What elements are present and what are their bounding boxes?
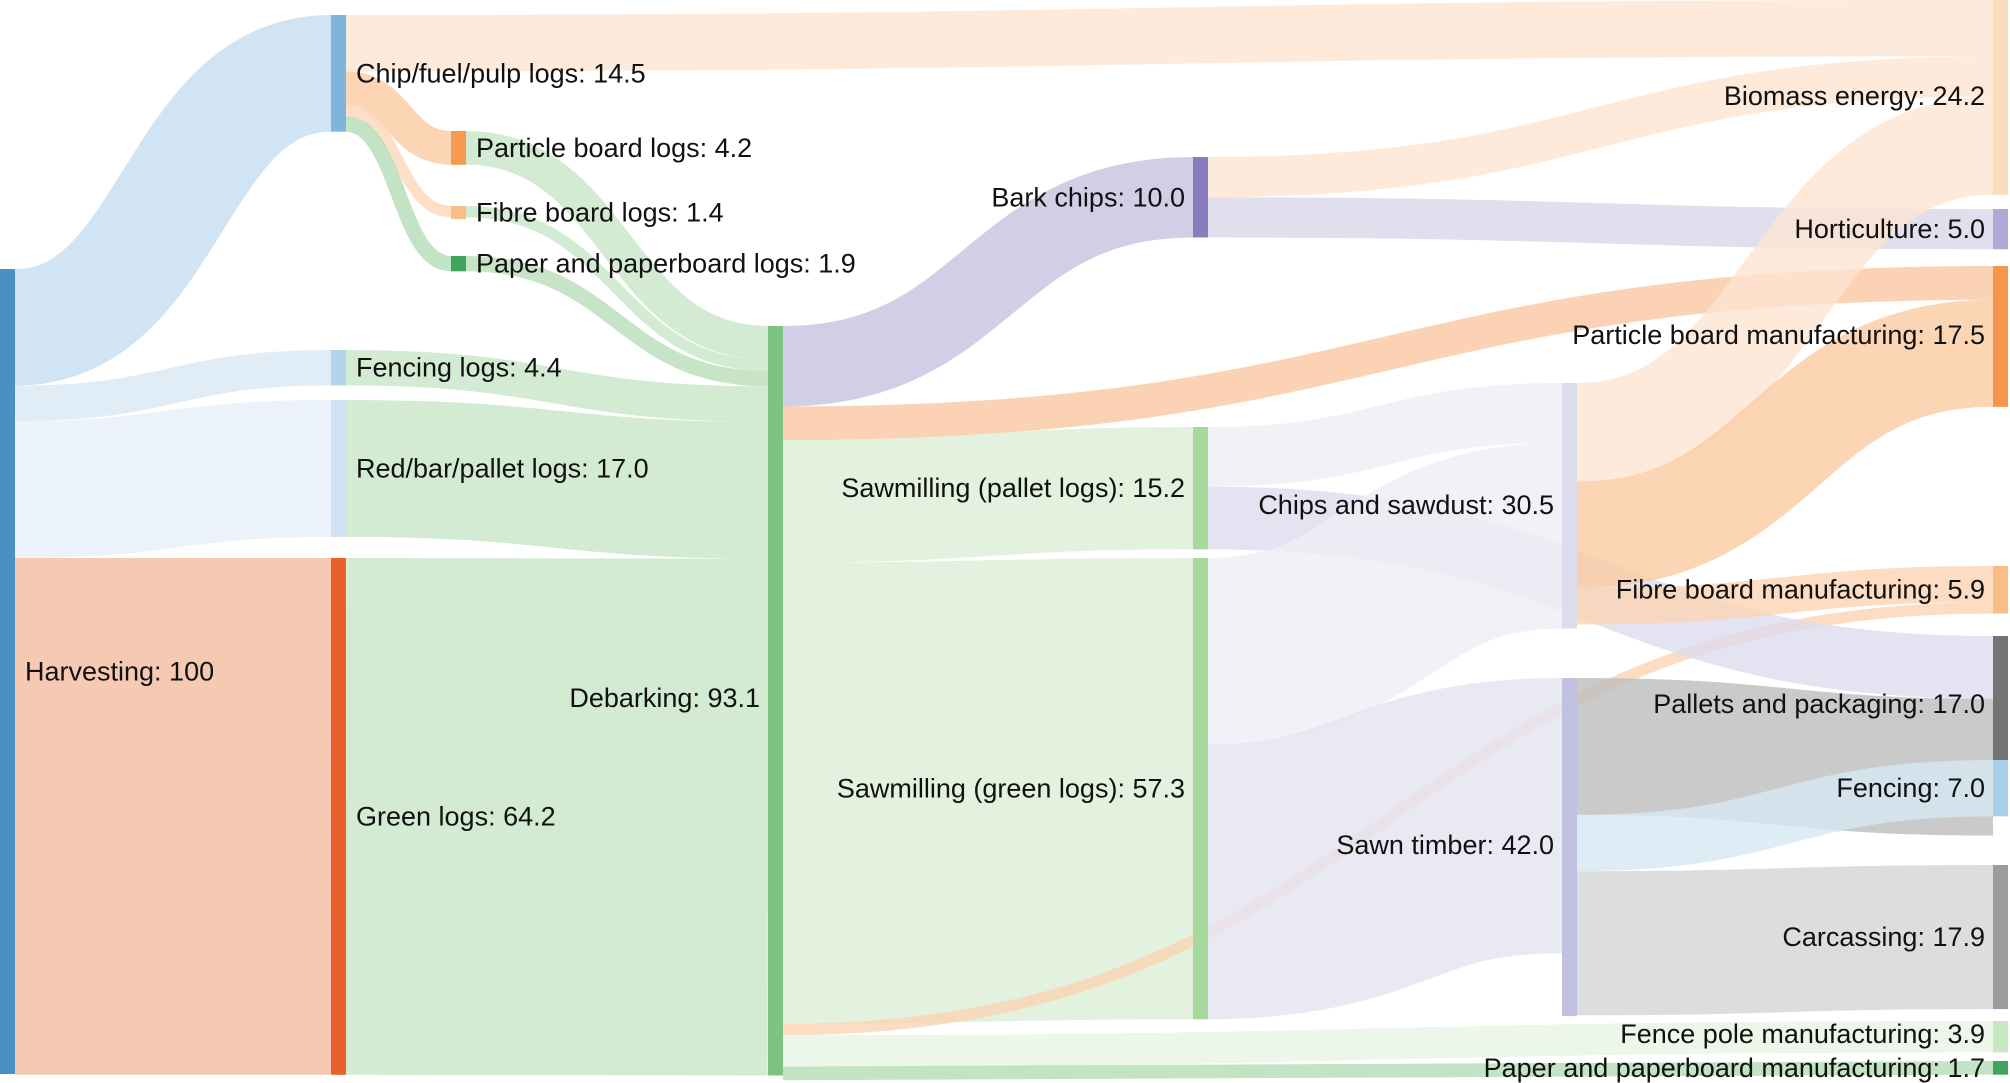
node-red_logs [331,400,346,537]
node-fencing_logs [331,350,346,386]
link-red_logs-to-debarking [345,400,769,559]
node-label-fb_manuf: Fibre board manufacturing: 5.9 [1616,575,1985,605]
link-pb_logs-to-debarking [465,131,769,360]
node-label-chips_sawdust: Chips and sawdust: 30.5 [1258,490,1554,520]
link-bark_chips-to-biomass [1207,56,1994,198]
node-fb_manuf [1993,566,2008,614]
node-pb_manuf [1993,266,2008,407]
link-debarking-to-fencepole_manuf [782,1021,1994,1067]
node-label-biomass: Biomass energy: 24.2 [1724,81,1985,111]
link-green_logs-to-debarking [345,558,769,1076]
node-label-fencing_logs: Fencing logs: 4.4 [356,353,562,383]
node-label-pb_manuf: Particle board manufacturing: 17.5 [1572,320,1985,350]
node-label-sawn_timber: Sawn timber: 42.0 [1336,830,1554,860]
node-label-saw_green: Sawmilling (green logs): 57.3 [837,774,1185,804]
node-bark_chips [1193,157,1208,238]
node-label-horticulture: Horticulture: 5.0 [1794,214,1985,244]
node-fencepole_manuf [1993,1021,2008,1053]
link-saw_green-to-sawn_timber [1205,678,1565,1020]
node-label-debarking: Debarking: 93.1 [569,683,760,713]
node-saw_pallet [1193,427,1208,550]
node-label-pb_logs: Particle board logs: 4.2 [476,133,752,163]
node-horticulture [1993,209,2008,250]
node-label-pallets: Pallets and packaging: 17.0 [1653,689,1985,719]
link-debarking-to-saw_pallet [782,427,1194,563]
node-carcassing [1993,865,2008,1010]
node-sawn_timber [1562,678,1577,1017]
link-sawn_timber-to-carcassing [1576,864,1994,1016]
node-fencing [1993,760,2008,817]
link-fencing_logs-to-debarking [345,350,769,422]
link-chips_sawdust-to-fb_manuf [1576,565,1994,625]
node-label-fencepole_manuf: Fence pole manufacturing: 3.9 [1620,1019,1985,1049]
link-harvesting-to-fencing_logs [14,350,332,422]
node-label-green_logs: Green logs: 64.2 [356,801,556,831]
node-pallets [1993,636,2008,773]
link-chip_logs-to-fb_logs [345,105,452,218]
node-label-bark_chips: Bark chips: 10.0 [991,182,1185,212]
node-debarking [768,326,783,1076]
labels-layer: Harvesting: 100 Chip/fuel/pulp logs: 14.5… [25,58,1985,1083]
link-fb_logs-to-debarking [465,206,769,372]
node-label-chip_logs: Chip/fuel/pulp logs: 14.5 [356,58,646,88]
link-chips_sawdust-to-biomass [1575,96,1995,482]
link-harvesting-to-red_logs [14,400,332,558]
node-label-harvesting: Harvesting: 100 [25,657,214,687]
node-label-pp_manuf: Paper and paperboard manufacturing: 1.7 [1484,1053,1985,1083]
node-label-carcassing: Carcassing: 17.9 [1782,922,1985,952]
link-saw_green-to-chips_sawdust [1205,442,1565,744]
links-layer [11,0,1995,1081]
node-green_logs [331,558,346,1075]
node-label-saw_pallet: Sawmilling (pallet logs): 15.2 [841,473,1185,503]
link-debarking-to-pp_manuf [782,1060,1994,1081]
node-chip_logs [331,15,346,132]
node-label-red_logs: Red/bar/pallet logs: 17.0 [356,453,649,483]
link-debarking-to-bark_chips [782,157,1194,407]
node-pb_logs [451,131,466,165]
link-chip_logs-to-pb_logs [344,71,453,165]
link-debarking-to-saw_green [782,558,1194,1024]
link-saw_pallet-to-chips_sawdust [1207,383,1563,487]
link-chips_sawdust-to-pb_manuf [1575,299,1995,589]
node-biomass [1993,0,2008,195]
node-chips_sawdust [1562,383,1577,629]
node-label-fb_logs: Fibre board logs: 1.4 [476,198,724,228]
node-label-pp_logs: Paper and paperboard logs: 1.9 [476,249,856,279]
link-pp_logs-to-debarking [465,255,769,387]
node-label-fencing: Fencing: 7.0 [1836,773,1985,803]
node-harvesting [0,269,15,1074]
link-chip_logs-to-pp_logs [344,116,453,272]
node-fb_logs [451,206,466,219]
node-pp_logs [451,256,466,272]
link-chip_logs-to-biomass [345,0,1994,72]
node-pp_manuf [1993,1061,2008,1075]
node-saw_green [1193,558,1208,1020]
link-harvesting-to-chip_logs [11,15,335,386]
link-sawn_timber-to-fencing [1576,760,1994,872]
